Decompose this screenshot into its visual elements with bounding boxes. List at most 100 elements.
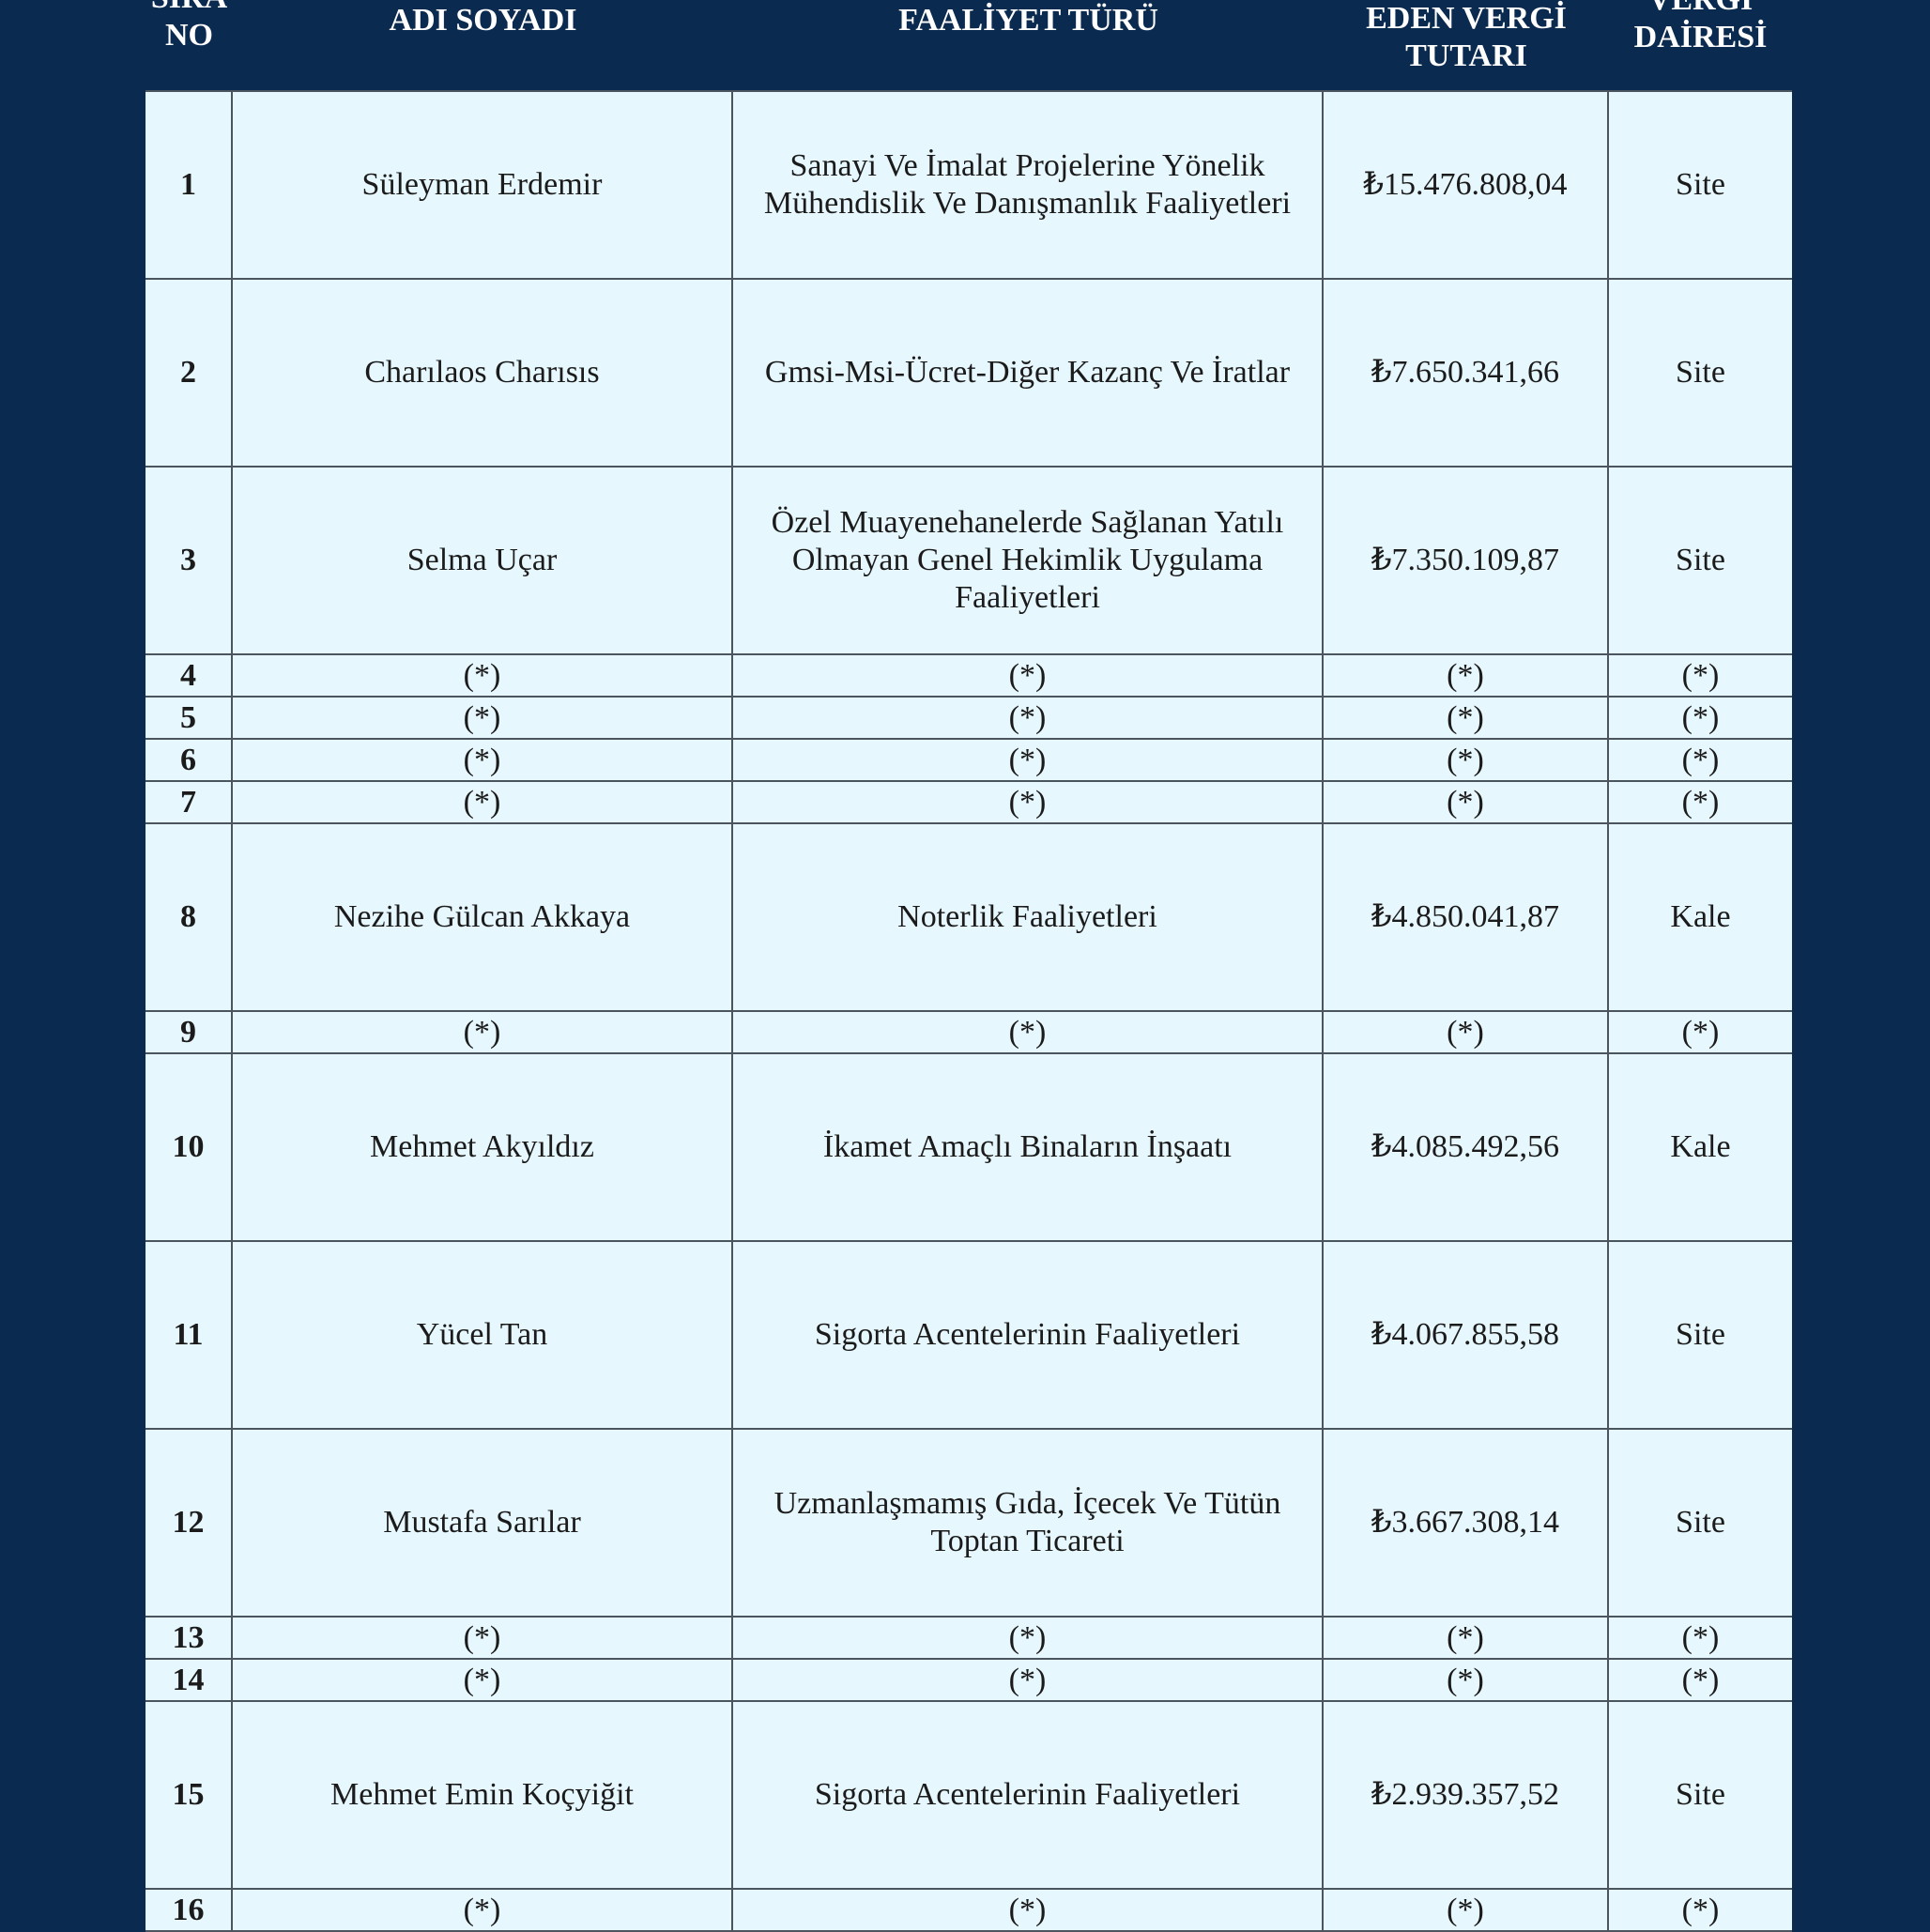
- taxpayer-name-cell: Nezihe Gülcan Akkaya: [233, 824, 733, 1010]
- table-row: 5 (*) (*) (*) (*): [146, 698, 1792, 740]
- table-row: 8 Nezihe Gülcan Akkaya Noterlik Faaliyetle…: [146, 824, 1792, 1012]
- taxpayer-name-cell: (*): [233, 1618, 733, 1658]
- tax-office-cell: Site: [1676, 355, 1725, 390]
- row-number-cell: 3: [146, 468, 233, 653]
- activity-type-cell: (*): [733, 698, 1324, 738]
- table-row: 12 Mustafa Sarılar Uzmanlaşmamış Gıda, İçe…: [146, 1430, 1792, 1618]
- tax-office-cell: Site: [1676, 167, 1725, 202]
- row-number-cell: 6: [146, 740, 233, 780]
- tax-table: 1 Süleyman Erdemir Sanayi Ve İmalat Projel…: [146, 90, 1792, 1932]
- table-row: 14 (*) (*) (*) (*): [146, 1660, 1792, 1702]
- table-row: 11 Yücel Tan Sigorta Acentelerinin Faaliye…: [146, 1242, 1792, 1430]
- tax-amount-cell: ₺4.850.041,87: [1324, 824, 1609, 1010]
- activity-type-cell: Gmsi-Msi-Ücret-Diğer Kazanç Ve İratlar: [733, 280, 1324, 466]
- activity-type-cell: Sigorta Acentelerinin Faaliyetleri: [733, 1242, 1324, 1428]
- tax-amount-cell: ₺4.067.855,58: [1324, 1242, 1609, 1428]
- tax-amount-cell: (*): [1324, 740, 1609, 780]
- tax-office-cell: Site: [1676, 1505, 1725, 1540]
- activity-type-cell: Noterlik Faaliyetleri: [733, 824, 1324, 1010]
- taxpayer-name-cell: (*): [233, 1660, 733, 1700]
- table-row: 10 Mehmet Akyıldız İkamet Amaçlı Binaların…: [146, 1054, 1792, 1242]
- row-number-cell: 1: [146, 92, 233, 278]
- row-number-cell: 2: [146, 280, 233, 466]
- taxpayer-name-cell: Charılaos Charısıs: [233, 280, 733, 466]
- tax-office-cell: (*): [1681, 784, 1720, 820]
- table-row: 4 (*) (*) (*) (*): [146, 655, 1792, 698]
- tax-office-cell: Site: [1676, 543, 1725, 577]
- activity-type-cell: (*): [733, 1012, 1324, 1052]
- tax-office-cell: Site: [1676, 1777, 1725, 1812]
- row-number-cell: 15: [146, 1702, 233, 1888]
- tax-office-cell: (*): [1681, 1014, 1720, 1050]
- tax-amount-cell: ₺15.476.808,04: [1324, 92, 1609, 278]
- tax-office-cell: (*): [1681, 657, 1720, 693]
- tax-amount-cell: (*): [1324, 1618, 1609, 1658]
- taxpayer-name-cell: (*): [233, 698, 733, 738]
- activity-type-cell: Sanayi Ve İmalat Projelerine Yönelik Müh…: [733, 92, 1324, 278]
- tax-office-cell: (*): [1681, 1619, 1720, 1655]
- activity-type-cell: (*): [733, 1660, 1324, 1700]
- row-number-cell: 12: [146, 1430, 233, 1616]
- table-row: 9 (*) (*) (*) (*): [146, 1012, 1792, 1054]
- tax-amount-cell: (*): [1324, 655, 1609, 696]
- table-row: 13 (*) (*) (*) (*): [146, 1618, 1792, 1660]
- activity-type-cell: (*): [733, 740, 1324, 780]
- tax-amount-cell: (*): [1324, 782, 1609, 822]
- tax-amount-cell: (*): [1324, 1660, 1609, 1700]
- tax-office-cell: (*): [1681, 1662, 1720, 1697]
- taxpayer-name-cell: Selma Uçar: [233, 468, 733, 653]
- tax-office-cell: (*): [1681, 699, 1720, 735]
- tax-office-cell: (*): [1681, 742, 1720, 777]
- tax-office-cell: Kale: [1670, 1129, 1731, 1164]
- activity-type-cell: (*): [733, 655, 1324, 696]
- table-row: 7 (*) (*) (*) (*): [146, 782, 1792, 824]
- taxpayer-name-cell: Yücel Tan: [233, 1242, 733, 1428]
- activity-type-cell: (*): [733, 1618, 1324, 1658]
- tax-amount-cell: (*): [1324, 1012, 1609, 1052]
- row-number-cell: 11: [146, 1242, 233, 1428]
- taxpayer-name-cell: (*): [233, 1012, 733, 1052]
- row-number-cell: 16: [146, 1890, 233, 1930]
- row-number-cell: 7: [146, 782, 233, 822]
- activity-type-cell: (*): [733, 782, 1324, 822]
- taxpayer-name-cell: Mehmet Akyıldız: [233, 1054, 733, 1240]
- tax-amount-cell: (*): [1324, 1890, 1609, 1930]
- table-header: SIRA NO ADI SOYADI FAALİYET TÜRÜ EDEN VE…: [146, 0, 1792, 90]
- taxpayer-name-cell: Mehmet Emin Koçyiğit: [233, 1702, 733, 1888]
- table-row: 1 Süleyman Erdemir Sanayi Ve İmalat Projel…: [146, 92, 1792, 280]
- table-row: 6 (*) (*) (*) (*): [146, 740, 1792, 782]
- tax-amount-cell: ₺7.650.341,66: [1324, 280, 1609, 466]
- row-number-cell: 14: [146, 1660, 233, 1700]
- header-sira-no: SIRA NO: [151, 0, 227, 53]
- row-number-cell: 9: [146, 1012, 233, 1052]
- table-row: 2 Charılaos Charısıs Gmsi-Msi-Ücret-Diğer …: [146, 280, 1792, 468]
- tax-office-cell: Kale: [1670, 899, 1731, 934]
- tax-amount-cell: ₺4.085.492,56: [1324, 1054, 1609, 1240]
- activity-type-cell: Sigorta Acentelerinin Faaliyetleri: [733, 1702, 1324, 1888]
- table-row: 16 (*) (*) (*) (*): [146, 1890, 1792, 1932]
- tax-amount-cell: ₺7.350.109,87: [1324, 468, 1609, 653]
- header-adi-soyadi: ADI SOYADI: [389, 3, 577, 38]
- table-row: 3 Selma Uçar Özel Muayenehanelerde Sağlana…: [146, 468, 1792, 655]
- taxpayer-name-cell: Mustafa Sarılar: [233, 1430, 733, 1616]
- row-number-cell: 4: [146, 655, 233, 696]
- taxpayer-name-cell: Süleyman Erdemir: [233, 92, 733, 278]
- tax-office-cell: Site: [1676, 1317, 1725, 1352]
- activity-type-cell: İkamet Amaçlı Binaların İnşaatı: [733, 1054, 1324, 1240]
- taxpayer-name-cell: (*): [233, 1890, 733, 1930]
- taxpayer-name-cell: (*): [233, 740, 733, 780]
- tax-office-cell: (*): [1681, 1892, 1720, 1927]
- header-vergi-tutari: EDEN VERGİ TUTARI: [1366, 1, 1567, 73]
- tax-amount-cell: ₺3.667.308,14: [1324, 1430, 1609, 1616]
- activity-type-cell: Özel Muayenehanelerde Sağlanan Yatılı Ol…: [733, 468, 1324, 653]
- row-number-cell: 13: [146, 1618, 233, 1658]
- row-number-cell: 5: [146, 698, 233, 738]
- header-faaliyet-turu: FAALİYET TÜRÜ: [898, 3, 1158, 38]
- header-vergi-dairesi: VERGİ DAİRESİ: [1633, 0, 1768, 54]
- tax-amount-cell: (*): [1324, 698, 1609, 738]
- tax-amount-cell: ₺2.939.357,52: [1324, 1702, 1609, 1888]
- row-number-cell: 10: [146, 1054, 233, 1240]
- activity-type-cell: Uzmanlaşmamış Gıda, İçecek Ve Tütün Topt…: [733, 1430, 1324, 1616]
- row-number-cell: 8: [146, 824, 233, 1010]
- table-row: 15 Mehmet Emin Koçyiğit Sigorta Acenteleri…: [146, 1702, 1792, 1890]
